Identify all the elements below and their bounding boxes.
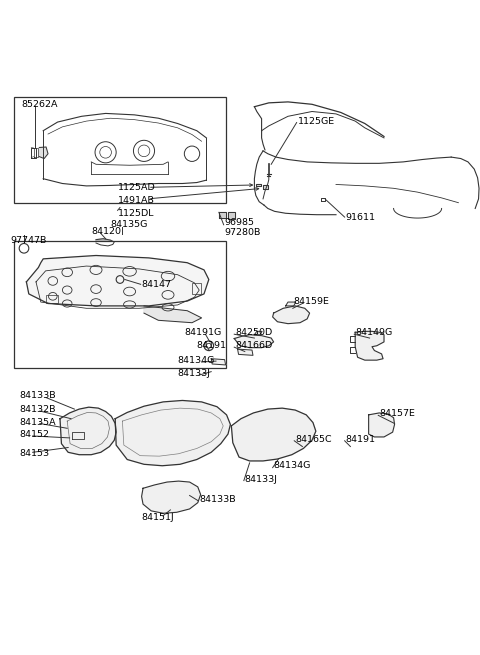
Polygon shape: [256, 183, 261, 187]
Text: 84134G: 84134G: [274, 461, 311, 470]
Text: 84133B: 84133B: [19, 391, 56, 400]
Polygon shape: [26, 255, 209, 306]
Text: 1125DL: 1125DL: [118, 209, 154, 218]
Text: 84133J: 84133J: [245, 475, 278, 483]
Text: 91611: 91611: [346, 213, 375, 221]
Text: 84152: 84152: [19, 430, 49, 439]
Polygon shape: [263, 185, 268, 189]
Text: 84153: 84153: [19, 449, 49, 458]
Text: 85262A: 85262A: [22, 100, 58, 109]
Polygon shape: [355, 331, 384, 360]
Text: 97747B: 97747B: [11, 236, 47, 244]
Bar: [192, 284, 201, 294]
Polygon shape: [115, 400, 230, 466]
Polygon shape: [219, 212, 226, 218]
Polygon shape: [231, 408, 316, 461]
Polygon shape: [60, 407, 116, 455]
Text: 1491AB: 1491AB: [118, 196, 155, 205]
Polygon shape: [369, 413, 395, 437]
Text: 97280B: 97280B: [225, 229, 261, 238]
Polygon shape: [211, 359, 226, 365]
Text: 84147: 84147: [142, 280, 172, 289]
Polygon shape: [286, 302, 296, 306]
Text: 84133J: 84133J: [178, 369, 211, 377]
Text: 84134G: 84134G: [178, 356, 215, 365]
Text: 84132B: 84132B: [19, 405, 56, 413]
Polygon shape: [144, 306, 202, 323]
Bar: [46, 295, 58, 303]
Polygon shape: [228, 212, 235, 219]
Polygon shape: [238, 349, 253, 356]
Text: 96985: 96985: [225, 218, 254, 227]
Polygon shape: [39, 147, 48, 159]
Text: 84166D: 84166D: [235, 341, 273, 350]
Bar: [14, 241, 226, 368]
Text: 84151J: 84151J: [142, 513, 174, 521]
Text: 84165C: 84165C: [295, 435, 332, 444]
Polygon shape: [273, 306, 310, 324]
Text: 1125GE: 1125GE: [298, 117, 335, 126]
Text: 1125AD: 1125AD: [118, 183, 156, 192]
Text: 84157E: 84157E: [379, 409, 415, 419]
Text: 84133B: 84133B: [199, 495, 236, 504]
Text: 84135G: 84135G: [110, 220, 148, 229]
Polygon shape: [96, 238, 114, 246]
Text: 84149G: 84149G: [355, 328, 393, 337]
Text: 84250D: 84250D: [235, 328, 273, 337]
Text: 84120: 84120: [91, 227, 121, 236]
Text: 84135A: 84135A: [19, 417, 56, 426]
Polygon shape: [254, 331, 262, 335]
Text: 84191: 84191: [197, 341, 227, 350]
Text: 84191G: 84191G: [185, 328, 222, 337]
Text: 84159E: 84159E: [294, 297, 330, 306]
Bar: [14, 97, 226, 202]
Polygon shape: [142, 481, 201, 514]
Text: 84191: 84191: [346, 435, 375, 444]
Polygon shape: [234, 335, 274, 348]
